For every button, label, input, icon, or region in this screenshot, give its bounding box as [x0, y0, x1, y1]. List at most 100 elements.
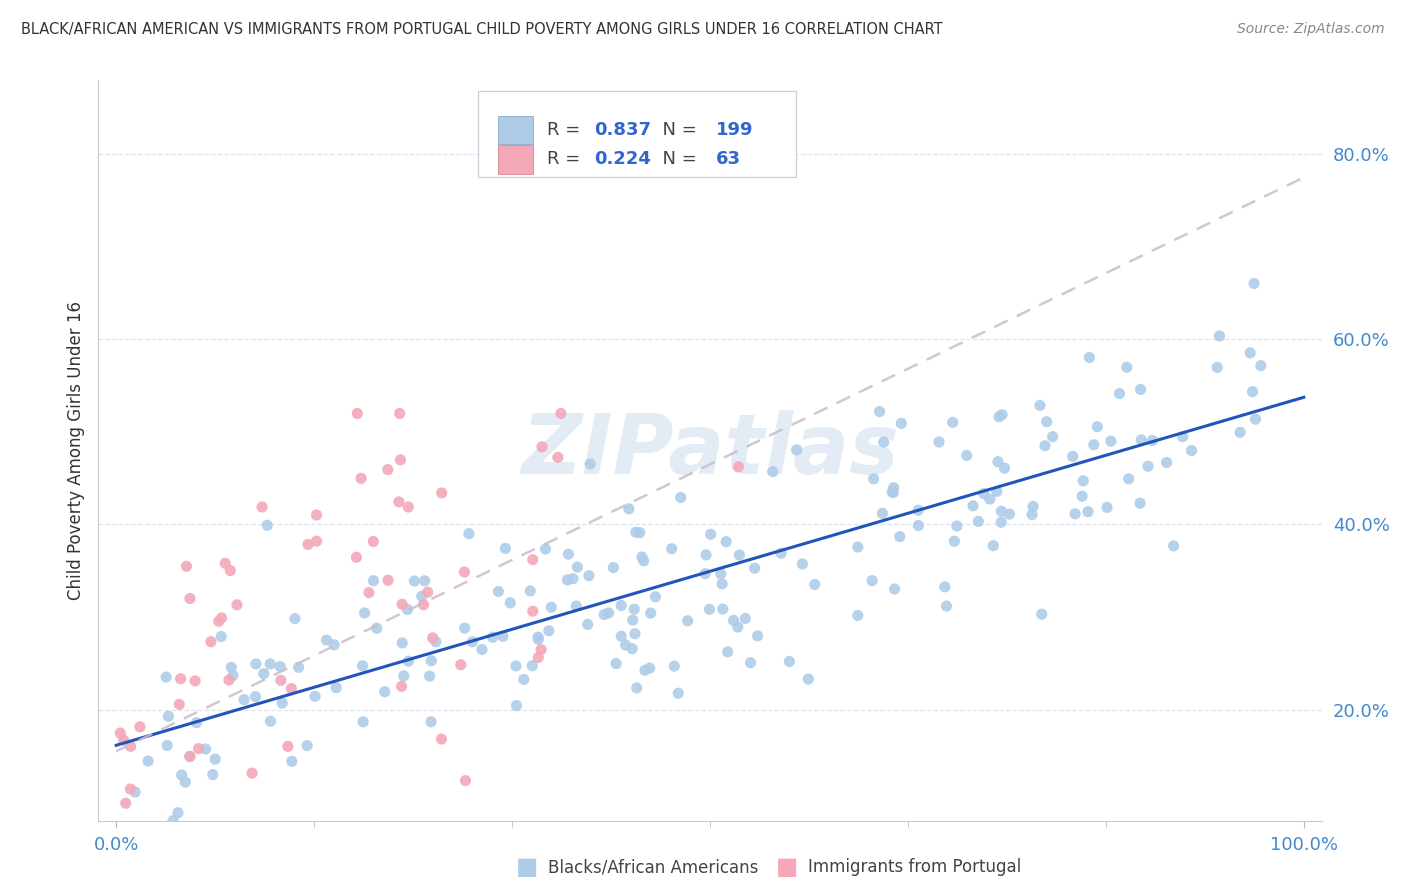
Point [934, 580, 956, 594]
Point [890, 417, 912, 431]
Point [943, 534, 966, 549]
Point [413, 574, 436, 588]
Point [110, 858, 132, 872]
Point [1130, 433, 1153, 447]
Point [602, 560, 624, 574]
Point [860, 574, 883, 588]
Point [1229, 425, 1251, 440]
Point [699, 602, 721, 616]
Point [305, 534, 328, 549]
Point [711, 602, 734, 616]
Point [169, 672, 191, 686]
Point [297, 537, 319, 551]
Point [287, 660, 309, 674]
Point [391, 679, 413, 693]
Point [295, 739, 318, 753]
Text: Source: ZipAtlas.com: Source: ZipAtlas.com [1237, 22, 1385, 37]
Point [416, 585, 439, 599]
Point [624, 626, 647, 640]
Point [998, 507, 1021, 521]
Point [411, 590, 433, 604]
Point [110, 726, 132, 740]
Point [250, 500, 273, 514]
Point [699, 527, 721, 541]
Point [412, 598, 434, 612]
Point [281, 755, 304, 769]
Point [129, 720, 152, 734]
Point [352, 714, 374, 729]
Point [167, 805, 190, 820]
Point [1142, 434, 1164, 448]
Point [1241, 384, 1264, 399]
Point [269, 659, 291, 673]
Point [450, 657, 472, 672]
Point [454, 621, 477, 635]
Point [907, 503, 929, 517]
Point [1042, 429, 1064, 443]
Point [187, 741, 209, 756]
Point [363, 534, 385, 549]
Point [1033, 439, 1056, 453]
Point [557, 573, 579, 587]
Point [391, 636, 413, 650]
Point [505, 659, 527, 673]
Point [527, 630, 550, 644]
Point [979, 492, 1001, 507]
Text: Blacks/African Americans: Blacks/African Americans [548, 858, 759, 876]
Point [184, 673, 207, 688]
Point [617, 501, 640, 516]
Point [136, 754, 159, 768]
Point [1083, 438, 1105, 452]
Point [259, 657, 281, 671]
Point [578, 568, 600, 582]
Point [537, 624, 560, 638]
Point [626, 681, 648, 695]
FancyBboxPatch shape [498, 145, 533, 174]
Point [157, 709, 180, 723]
Point [661, 541, 683, 556]
Point [623, 602, 645, 616]
Point [907, 518, 929, 533]
FancyBboxPatch shape [478, 91, 796, 177]
Point [305, 508, 328, 522]
Point [170, 768, 193, 782]
Point [561, 572, 583, 586]
Point [323, 638, 346, 652]
Point [209, 630, 232, 644]
Point [377, 462, 399, 476]
Point [204, 752, 226, 766]
Point [522, 552, 544, 566]
Point [179, 749, 201, 764]
Point [1078, 351, 1101, 365]
Point [458, 526, 481, 541]
Point [253, 666, 276, 681]
Text: R =: R = [547, 151, 586, 169]
Point [633, 554, 655, 568]
Point [714, 534, 737, 549]
Point [150, 869, 173, 883]
Point [973, 486, 995, 500]
Point [454, 773, 477, 788]
Point [488, 584, 510, 599]
Point [425, 634, 447, 648]
Point [928, 434, 950, 449]
Point [344, 550, 367, 565]
Point [471, 642, 494, 657]
Point [717, 645, 740, 659]
Text: 63: 63 [716, 151, 741, 169]
Point [388, 407, 411, 421]
Point [727, 620, 749, 634]
Point [644, 590, 666, 604]
Point [1239, 346, 1261, 360]
Point [219, 564, 242, 578]
Point [156, 739, 179, 753]
Point [389, 453, 412, 467]
Point [942, 415, 965, 429]
Point [634, 663, 657, 677]
Point [280, 681, 302, 696]
Text: BLACK/AFRICAN AMERICAN VS IMMIGRANTS FROM PORTUGAL CHILD POVERTY AMONG GIRLS UND: BLACK/AFRICAN AMERICAN VS IMMIGRANTS FRO… [21, 22, 942, 37]
Point [513, 673, 536, 687]
Point [1021, 508, 1043, 522]
Point [156, 859, 179, 873]
Point [540, 600, 562, 615]
